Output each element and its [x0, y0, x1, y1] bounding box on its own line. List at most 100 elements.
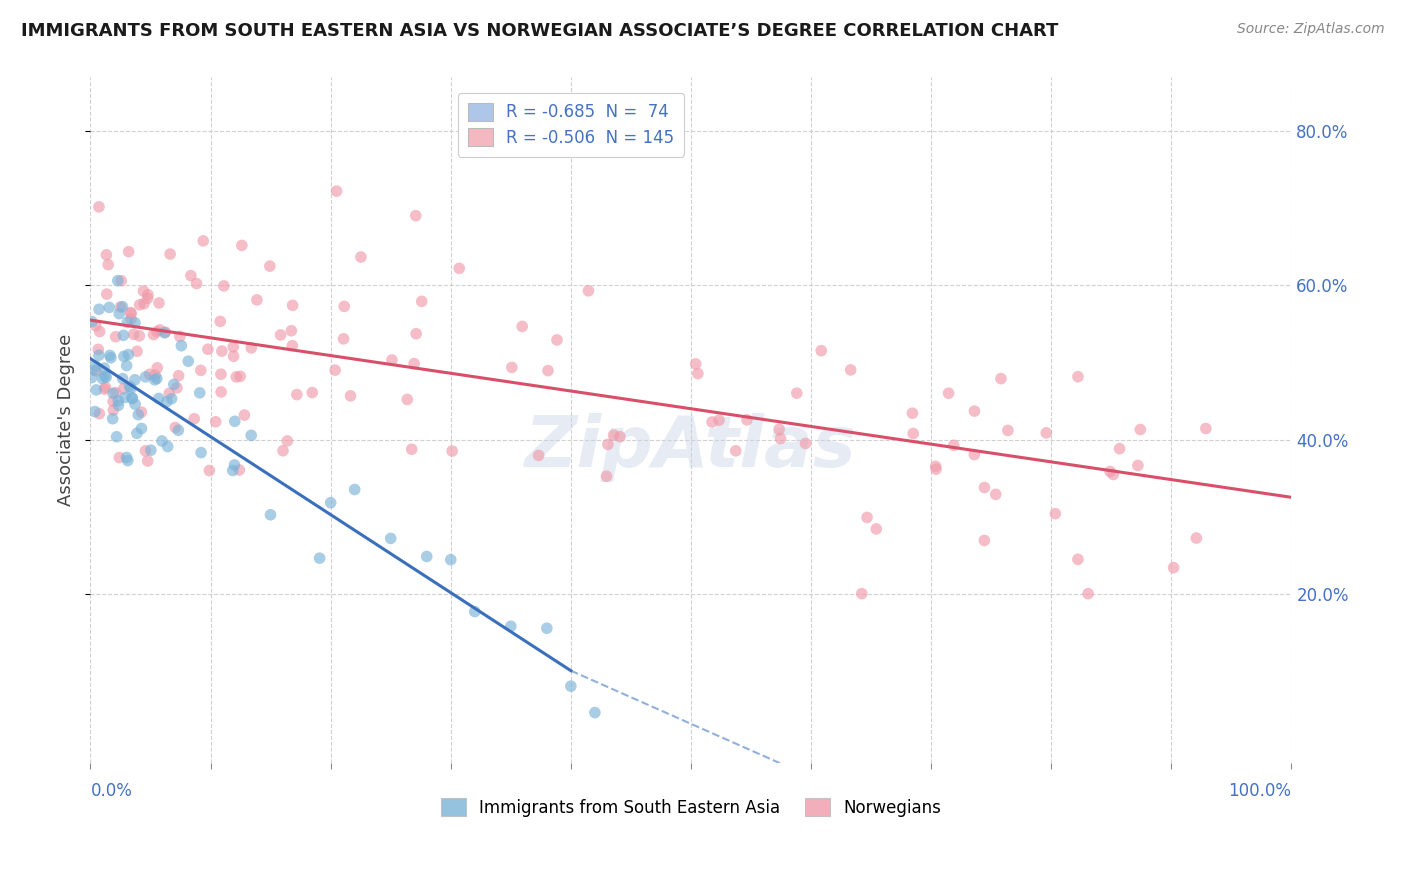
Point: [209, 384, 232, 399]
Point: [120, 312, 142, 326]
Point: [190, 363, 212, 377]
Point: [925, 462, 948, 476]
Text: Source: ZipAtlas.com: Source: ZipAtlas.com: [1237, 22, 1385, 37]
Point: [125, 426, 148, 441]
Point: [464, 605, 486, 619]
Point: [169, 329, 191, 343]
Point: [87, 302, 110, 317]
Point: [997, 424, 1019, 438]
Point: [149, 323, 172, 337]
Point: [973, 481, 995, 495]
Point: [84, 359, 107, 373]
Point: [122, 327, 145, 342]
Point: [212, 279, 235, 293]
Point: [124, 316, 146, 330]
Point: [166, 381, 188, 395]
Point: [510, 319, 533, 334]
Point: [924, 459, 946, 474]
Point: [180, 268, 202, 283]
Text: ZipAtlas: ZipAtlas: [524, 413, 856, 483]
Point: [197, 342, 219, 356]
Point: [87, 348, 110, 362]
Point: [94, 380, 117, 394]
Point: [110, 300, 132, 314]
Point: [112, 382, 135, 396]
Point: [186, 277, 208, 291]
Point: [103, 403, 125, 417]
Point: [153, 326, 176, 340]
Point: [211, 344, 233, 359]
Point: [91, 371, 114, 385]
Point: [865, 522, 887, 536]
Point: [963, 448, 986, 462]
Point: [440, 552, 463, 566]
Point: [159, 247, 181, 261]
Point: [94, 369, 117, 384]
Point: [134, 443, 156, 458]
Point: [222, 340, 245, 354]
Point: [1077, 587, 1099, 601]
Point: [193, 234, 215, 248]
Point: [1067, 369, 1090, 384]
Point: [100, 351, 122, 365]
Text: 100.0%: 100.0%: [1229, 782, 1292, 800]
Point: [786, 386, 808, 401]
Point: [84, 383, 107, 397]
Point: [84, 318, 107, 333]
Point: [125, 344, 148, 359]
Point: [105, 430, 128, 444]
Point: [1185, 531, 1208, 545]
Point: [112, 328, 135, 343]
Point: [973, 533, 995, 548]
Point: [107, 398, 129, 412]
Point: [240, 428, 263, 442]
Point: [281, 339, 304, 353]
Point: [707, 413, 730, 427]
Point: [170, 339, 193, 353]
Point: [1102, 467, 1125, 482]
Point: [224, 458, 246, 472]
Point: [115, 359, 138, 373]
Point: [143, 368, 166, 383]
Point: [209, 314, 232, 328]
Point: [150, 434, 173, 448]
Point: [339, 389, 361, 403]
Point: [810, 343, 832, 358]
Point: [270, 327, 292, 342]
Point: [1108, 442, 1130, 456]
Point: [120, 306, 142, 320]
Point: [96, 248, 118, 262]
Point: [602, 428, 624, 442]
Point: [839, 363, 862, 377]
Point: [595, 469, 617, 483]
Legend: Immigrants from South Eastern Asia, Norwegians: Immigrants from South Eastern Asia, Norw…: [434, 791, 948, 823]
Point: [333, 299, 356, 313]
Point: [117, 453, 139, 467]
Point: [794, 436, 817, 450]
Point: [1129, 423, 1152, 437]
Point: [768, 422, 790, 436]
Point: [942, 438, 965, 452]
Point: [596, 437, 619, 451]
Point: [285, 387, 308, 401]
Point: [118, 379, 141, 393]
Point: [280, 324, 302, 338]
Point: [107, 274, 129, 288]
Point: [686, 367, 709, 381]
Point: [381, 353, 404, 368]
Point: [167, 423, 190, 437]
Point: [416, 549, 439, 564]
Point: [963, 404, 986, 418]
Point: [560, 679, 582, 693]
Point: [80, 315, 103, 329]
Point: [233, 408, 256, 422]
Point: [87, 200, 110, 214]
Point: [131, 421, 153, 435]
Point: [155, 325, 177, 339]
Point: [157, 386, 180, 401]
Point: [527, 449, 550, 463]
Point: [98, 348, 121, 362]
Point: [93, 361, 115, 376]
Point: [160, 392, 183, 406]
Point: [319, 496, 342, 510]
